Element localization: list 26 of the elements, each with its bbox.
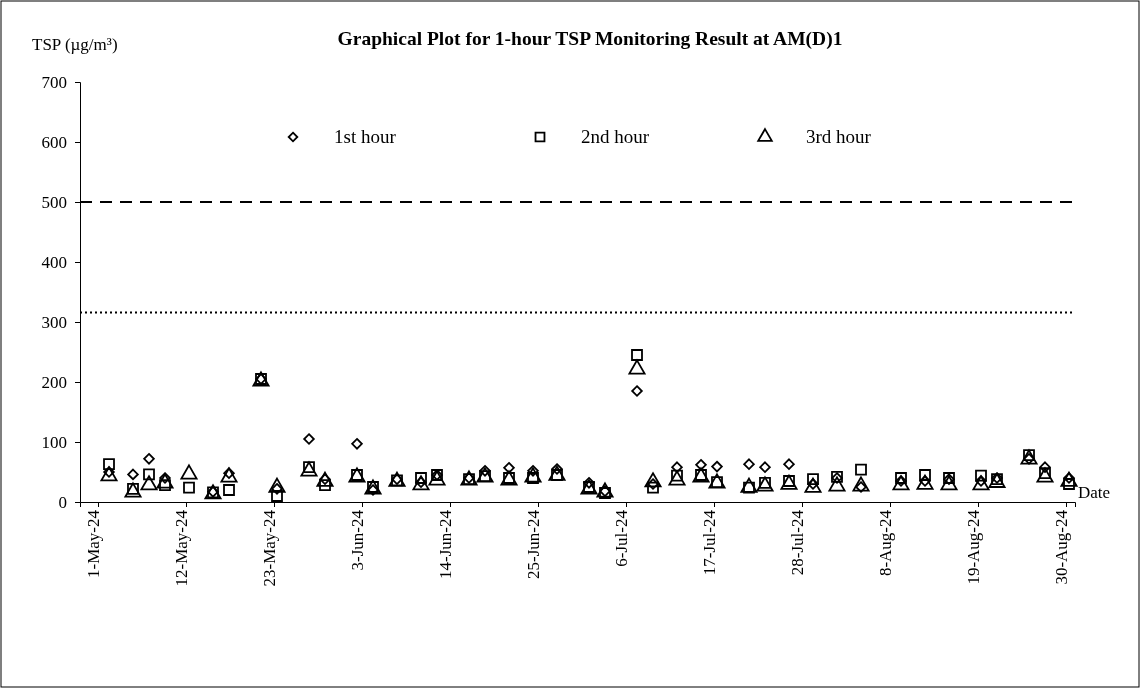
y-axis-title: TSP (µg/m³) xyxy=(32,35,118,54)
y-tick-label: 600 xyxy=(41,132,67,152)
y-tick-label: 300 xyxy=(41,312,67,332)
x-tick-label: 12-May-24 xyxy=(172,509,192,587)
x-tick-label: 14-Jun-24 xyxy=(436,509,456,579)
y-tick-label: 700 xyxy=(41,72,67,92)
y-tick-label: 200 xyxy=(41,372,67,392)
y-tick-label: 0 xyxy=(58,492,67,512)
y-tick-label: 400 xyxy=(41,252,67,272)
x-tick-label: 30-Aug-24 xyxy=(1052,509,1072,585)
legend-label: 2nd hour xyxy=(581,126,650,147)
x-tick-label: 6-Jul-24 xyxy=(612,509,632,567)
x-tick-label: 28-Jul-24 xyxy=(788,509,808,576)
x-tick-label: 25-Jun-24 xyxy=(524,509,544,579)
x-tick-label: 8-Aug-24 xyxy=(876,509,896,577)
x-tick-label: 1-May-24 xyxy=(84,509,104,578)
x-axis-title: Date xyxy=(1078,483,1111,502)
x-tick-label: 17-Jul-24 xyxy=(700,509,720,576)
chart-title: Graphical Plot for 1-hour TSP Monitoring Result at AM(D)1 xyxy=(337,28,843,50)
y-tick-label: 100 xyxy=(41,432,67,452)
x-tick-label: 19-Aug-24 xyxy=(964,509,984,585)
legend-label: 1st hour xyxy=(334,126,397,147)
y-tick-label: 500 xyxy=(41,192,67,212)
legend-label: 3rd hour xyxy=(806,126,872,147)
x-tick-label: 23-May-24 xyxy=(260,509,280,587)
x-tick-label: 3-Jun-24 xyxy=(348,509,368,571)
